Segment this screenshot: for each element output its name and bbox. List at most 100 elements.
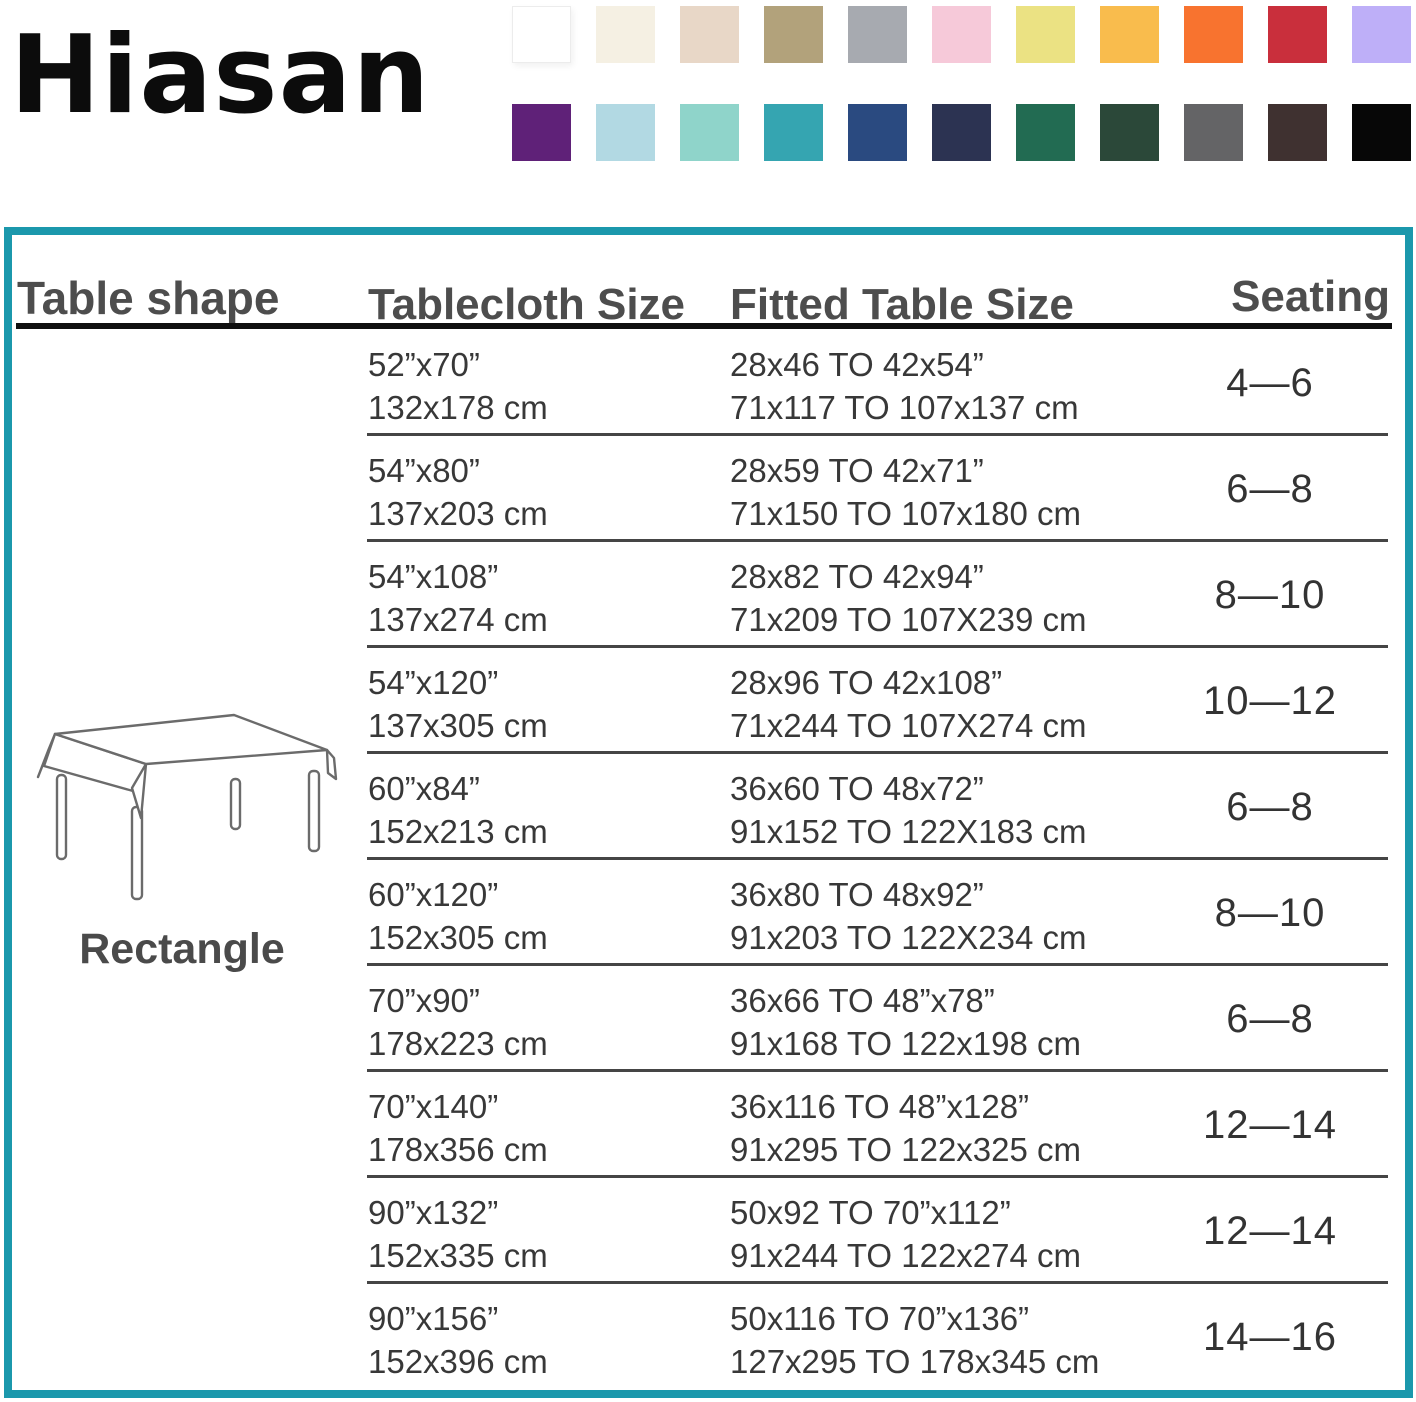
tablecloth-size-inches: 90”x156” [368,1300,499,1337]
tablecloth-size-inches: 60”x120” [368,876,499,913]
tablecloth-size-cm: 137x274 cm [368,601,548,638]
tablecloth-size-inches: 60”x84” [368,770,480,807]
seating-cell: 8—10 [1152,542,1388,648]
size-chart-content: Table shape Tablecloth Size Fitted Table… [12,235,1405,1390]
shape-column-spacer [12,648,368,661]
color-swatch-gold [1100,6,1159,63]
table-row: 54”x80” 137x203 cm 28x59 TO 42x71” 71x15… [12,436,1405,542]
fitted-size-inches: 28x82 TO 42x94” [730,558,984,595]
tablecloth-size-cell: 70”x90” 178x223 cm [368,966,730,1065]
tablecloth-size-cm: 152x305 cm [368,919,548,956]
row-divider-line [367,1069,1388,1072]
fitted-size-cell: 36x80 TO 48x92” 91x203 TO 122X234 cm [730,860,1152,959]
tablecloth-size-cm: 152x213 cm [368,813,548,850]
fitted-size-cm: 71x209 TO 107X239 cm [730,601,1087,638]
seating-cell: 6—8 [1152,754,1388,860]
seating-cell: 12—14 [1152,1072,1388,1178]
tablecloth-size-cm: 132x178 cm [368,389,548,426]
fitted-size-cell: 28x82 TO 42x94” 71x209 TO 107X239 cm [730,542,1152,641]
column-header-seating: Seating [1231,272,1390,321]
tablecloth-size-cm: 137x203 cm [368,495,548,532]
shape-column-spacer [12,1284,368,1297]
fitted-size-cell: 28x96 TO 42x108” 71x244 TO 107X274 cm [730,648,1152,747]
seating-cell: 12—14 [1152,1178,1388,1284]
color-swatch-grid [512,6,1411,161]
fitted-size-cm: 71x244 TO 107X274 cm [730,707,1087,744]
column-header-fitted-size: Fitted Table Size [730,280,1074,329]
fitted-size-cm: 71x117 TO 107x137 cm [730,389,1079,426]
color-swatch-lavender [1352,6,1411,63]
color-swatch-khaki [764,6,823,63]
color-swatch-silver-gray [848,6,907,63]
color-swatch-purple [512,104,571,161]
fitted-size-cell: 36x116 TO 48”x128” 91x295 TO 122x325 cm [730,1072,1152,1171]
seating-range: 14—16 [1203,1314,1337,1359]
table-row: 70”x140” 178x356 cm 36x116 TO 48”x128” 9… [12,1072,1405,1178]
fitted-size-cm: 91x168 TO 122x198 cm [730,1025,1082,1062]
size-rows: 52”x70” 132x178 cm 28x46 TO 42x54” 71x11… [12,330,1405,1390]
fitted-size-cell: 50x116 TO 70”x136” 127x295 TO 178x345 cm [730,1284,1152,1383]
seating-cell: 8—10 [1152,860,1388,966]
color-swatch-light-blue [596,104,655,161]
seating-range: 4—6 [1226,360,1314,405]
tablecloth-size-cm: 152x335 cm [368,1237,548,1274]
table-row: 70”x90” 178x223 cm 36x66 TO 48”x78” 91x1… [12,966,1405,1072]
fitted-size-inches: 28x59 TO 42x71” [730,452,984,489]
tablecloth-size-inches: 52”x70” [368,346,480,383]
color-swatch-emerald-green [1016,104,1075,161]
column-header-tablecloth-size: Tablecloth Size [368,280,686,329]
seating-range: 10—12 [1203,678,1337,723]
tablecloth-size-inches: 70”x90” [368,982,480,1019]
shape-label: Rectangle [79,925,285,973]
fitted-size-inches: 50x92 TO 70”x112” [730,1194,1011,1231]
table-row: 54”x108” 137x274 cm 28x82 TO 42x94” 71x2… [12,542,1405,648]
tablecloth-size-cell: 70”x140” 178x356 cm [368,1072,730,1171]
color-swatch-ivory [596,6,655,63]
tablecloth-size-cell: 90”x132” 152x335 cm [368,1178,730,1277]
row-divider-line [367,433,1388,436]
color-swatch-beige [680,6,739,63]
fitted-size-cell: 36x66 TO 48”x78” 91x168 TO 122x198 cm [730,966,1152,1065]
tablecloth-size-inches: 54”x108” [368,558,499,595]
color-swatch-dark-gray [1184,104,1243,161]
tablecloth-size-inches: 70”x140” [368,1088,499,1125]
table-row: 60”x84” 152x213 cm 36x60 TO 48x72” 91x15… [12,754,1405,860]
row-divider-line [367,539,1388,542]
row-divider-line [367,1175,1388,1178]
header-divider-line [16,323,1392,329]
fitted-size-inches: 36x60 TO 48x72” [730,770,984,807]
tablecloth-size-cell: 54”x80” 137x203 cm [368,436,730,535]
tablecloth-size-cm: 137x305 cm [368,707,548,744]
color-swatch-pink [932,6,991,63]
tablecloth-size-inches: 54”x80” [368,452,480,489]
tablecloth-size-cell: 90”x156” 152x396 cm [368,1284,730,1383]
color-swatch-dark-brown [1268,104,1327,161]
fitted-size-inches: 50x116 TO 70”x136” [730,1300,1030,1337]
row-divider-line [367,963,1388,966]
shape-column-spacer [12,1072,368,1085]
rectangle-table-icon [36,713,338,901]
tablecloth-size-cm: 178x223 cm [368,1025,548,1062]
fitted-size-inches: 36x80 TO 48x92” [730,876,984,913]
seating-range: 6—8 [1226,996,1314,1041]
shape-column-spacer [12,436,368,449]
fitted-size-cm: 127x295 TO 178x345 cm [730,1343,1100,1380]
table-row: 90”x132” 152x335 cm 50x92 TO 70”x112” 91… [12,1178,1405,1284]
table-row: 60”x120” 152x305 cm 36x80 TO 48x92” 91x2… [12,860,1405,966]
color-swatch-teal [764,104,823,161]
tablecloth-size-cell: 54”x120” 137x305 cm [368,648,730,747]
row-divider-line [367,1281,1388,1284]
color-swatch-white [512,6,571,63]
tablecloth-size-cell: 54”x108” 137x274 cm [368,542,730,641]
seating-cell: 14—16 [1152,1284,1388,1390]
tablecloth-size-inches: 54”x120” [368,664,499,701]
seating-cell: 4—6 [1152,330,1388,436]
table-row: 52”x70” 132x178 cm 28x46 TO 42x54” 71x11… [12,330,1405,436]
fitted-size-cell: 50x92 TO 70”x112” 91x244 TO 122x274 cm [730,1178,1152,1277]
seating-range: 6—8 [1226,784,1314,829]
tablecloth-size-cell: 60”x120” 152x305 cm [368,860,730,959]
seating-cell: 6—8 [1152,966,1388,1072]
fitted-size-cm: 91x244 TO 122x274 cm [730,1237,1082,1274]
tablecloth-size-inches: 90”x132” [368,1194,499,1231]
